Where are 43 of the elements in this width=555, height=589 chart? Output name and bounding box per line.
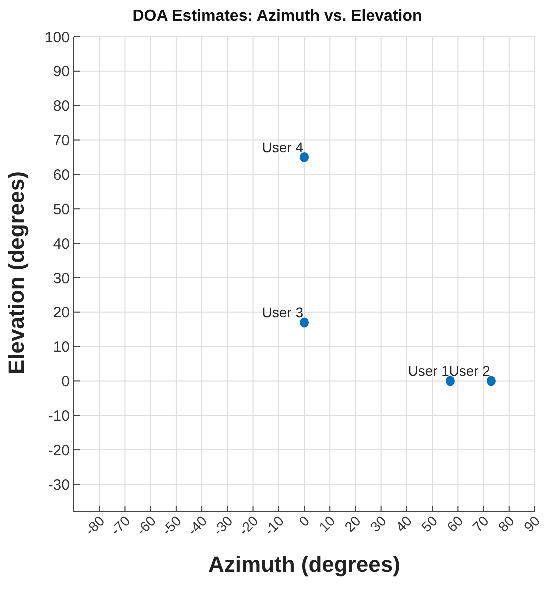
point	[446, 376, 455, 386]
y-tick-label: 30	[53, 270, 70, 288]
y-tick-label: 40	[53, 236, 70, 253]
x-tick-label: 30	[367, 512, 390, 536]
x-tick-label: 50	[418, 512, 441, 536]
x-tick-label: -60	[133, 512, 160, 538]
x-tick-label: -30	[210, 512, 236, 538]
y-tick-label: 90	[53, 64, 70, 81]
annotation: User 3	[262, 304, 304, 321]
x-tick-label: 0	[296, 512, 313, 530]
y-tick-label: 10	[53, 339, 70, 356]
x-tick-label: -20	[236, 512, 262, 538]
y-tick-label: 50	[53, 201, 70, 218]
chart-title: DOA Estimates: Azimuth vs. Elevation	[132, 8, 424, 26]
point	[300, 318, 309, 328]
x-tick-label: 20	[342, 512, 364, 536]
y-tick-label: 20	[53, 304, 70, 322]
y-tick-label: -30	[48, 476, 70, 494]
x-axis-title: Azimuth (degrees)	[208, 552, 400, 577]
y-tick-label: 80	[53, 98, 70, 116]
point	[486, 376, 496, 386]
y-tick-label: 100	[44, 29, 70, 46]
x-tick-label: -50	[158, 512, 185, 538]
x-tick-label: -80	[82, 512, 108, 538]
y-tick-label: 70	[53, 132, 70, 150]
annotation: User 4	[262, 139, 304, 156]
x-tick-label: 40	[392, 512, 416, 536]
x-tick-label: -70	[108, 512, 134, 538]
x-tick-label: -10	[261, 512, 288, 538]
x-tick-label: 90	[520, 512, 544, 536]
x-tick-label: 80	[495, 512, 518, 536]
x-tick-label: -40	[184, 512, 210, 538]
annotation: User 1	[408, 363, 450, 380]
x-tick-label: 60	[444, 512, 466, 536]
point	[300, 152, 309, 162]
annotation: User 2	[449, 363, 491, 380]
y-tick-label: -10	[48, 408, 70, 425]
x-tick-label: 70	[470, 512, 492, 536]
y-tick-label: -20	[48, 442, 70, 460]
x-tick-label: 10	[316, 512, 338, 536]
y-tick-label: 60	[53, 167, 70, 184]
y-tick-label: 0	[62, 374, 70, 391]
y-axis-title: Elevation (degrees)	[4, 172, 29, 374]
